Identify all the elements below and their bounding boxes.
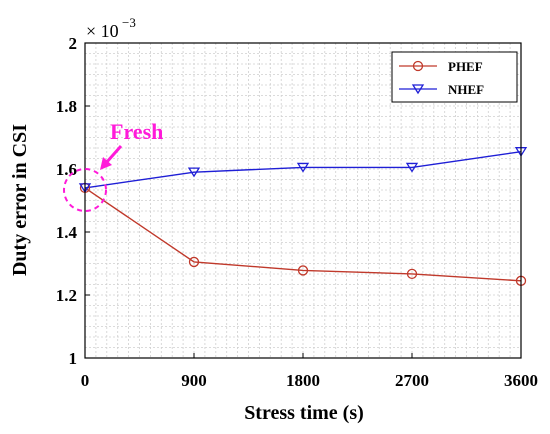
y-scale-multiplier: × 10 −3 <box>86 15 136 41</box>
data-point-nhef <box>187 167 201 178</box>
y-scale-exponent: −3 <box>122 15 136 30</box>
data-point-phef <box>297 265 309 276</box>
fresh-arrow-head <box>100 157 112 170</box>
legend: PHEF NHEF <box>391 51 518 103</box>
y-scale-base: × 10 <box>86 21 119 41</box>
fresh-label: Fresh <box>110 119 163 144</box>
x-tick-label: 1800 <box>286 371 320 390</box>
fresh-annotation: Fresh <box>63 119 163 212</box>
legend-marker-phef <box>412 60 424 72</box>
legend-marker-nhef <box>411 84 425 95</box>
fresh-highlight-circle <box>63 168 107 212</box>
y-tick-label: 1.4 <box>56 223 78 242</box>
data-point-nhef <box>405 162 419 173</box>
y-tick-label: 1.6 <box>56 160 77 179</box>
series-line-phef <box>84 187 522 282</box>
data-point-phef <box>188 256 200 268</box>
data-point-phef <box>406 268 418 280</box>
y-tick-label: 1.8 <box>56 97 77 116</box>
y-axis-label: Duty error in CSI <box>9 124 31 276</box>
x-axis-label: Stress time (s) <box>244 402 364 424</box>
y-tick-label: 1.2 <box>56 286 77 305</box>
x-tick-label: 900 <box>181 371 207 390</box>
x-tick-label: 2700 <box>395 371 429 390</box>
legend-label-phef: PHEF <box>448 59 483 74</box>
legend-label-nhef: NHEF <box>448 82 484 97</box>
series-line-nhef <box>84 150 522 189</box>
y-tick-label: 1 <box>69 349 78 368</box>
legend-box <box>391 51 518 103</box>
fresh-arrow-shaft <box>104 145 123 164</box>
y-tick-label: 2 <box>69 34 78 53</box>
x-tick-label: 3600 <box>504 371 538 390</box>
data-point-nhef <box>296 162 310 173</box>
x-tick-label: 0 <box>81 371 90 390</box>
series-lines <box>84 150 522 282</box>
tick-labels: 0 900 1800 2700 3600 1 1.2 1.4 1.6 1.8 2 <box>56 34 538 390</box>
